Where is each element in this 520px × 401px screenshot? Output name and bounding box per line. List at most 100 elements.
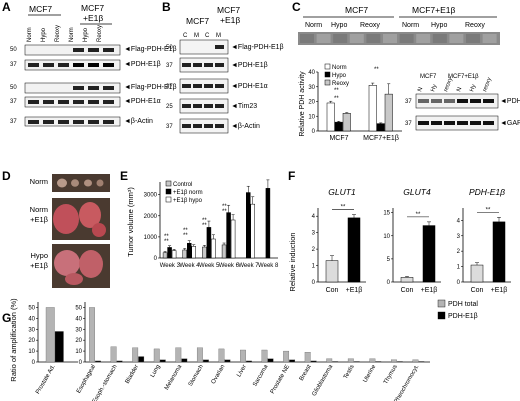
a-lane-label: Reoxy	[55, 25, 61, 42]
panel-a-western-blot: MCF7 MCF7 +E1β Norm Hypo Reoxy Norm Hypo Reox…	[10, 3, 177, 127]
sig-marker: **	[202, 218, 207, 224]
x-tick-label: Prostate Ad.	[35, 364, 57, 396]
g-ylabel: Ratio of amplification (%)	[9, 298, 18, 382]
c-blot-lane-label: Hy	[469, 84, 477, 93]
c-condition-label: Hypo	[431, 22, 447, 29]
c-blot-band	[483, 99, 494, 103]
d-row-label: Norm	[30, 177, 48, 186]
a-row-label: ◄Flag-PDH-E1β	[124, 46, 177, 53]
bar	[182, 249, 187, 259]
y-tick-label: 4	[312, 214, 316, 220]
c-blot-row-label: ◄GAPDH	[500, 120, 520, 127]
e-ylabel: Tumor volume (mm³)	[126, 187, 135, 257]
x-tick-label: Uterine	[362, 363, 377, 383]
d-row-label: Hypo	[30, 251, 48, 260]
bar	[418, 361, 425, 363]
a-band	[88, 63, 99, 67]
a-band	[28, 63, 39, 67]
b-header-mcf7-e1b-line2: +E1β	[220, 15, 240, 25]
bar	[110, 346, 117, 363]
c-strip-segment	[316, 34, 331, 43]
a-band	[103, 48, 114, 52]
legend-label: +E1β norm	[173, 190, 203, 196]
x-tick-label: Week 7	[238, 263, 259, 269]
c-blot-band	[470, 99, 481, 103]
b-band	[193, 63, 202, 67]
a-band	[43, 100, 54, 104]
y-tick-label: 1	[312, 264, 316, 270]
f-gene-title: GLUT4	[403, 187, 431, 197]
sig-marker: **	[334, 96, 339, 102]
c-blot-lane-label: Hy	[430, 84, 438, 93]
legend-swatch	[324, 79, 331, 86]
bar	[397, 361, 403, 363]
f-gene-title: GLUT1	[328, 187, 356, 197]
a-lane-label: Hypo	[83, 27, 89, 42]
bar	[202, 246, 207, 259]
bar	[138, 356, 145, 363]
a-band	[43, 120, 54, 124]
bar	[261, 349, 268, 363]
x-tick-label: Testis	[343, 364, 356, 380]
panel-label-c: C	[292, 0, 301, 14]
a-band	[58, 120, 69, 124]
y-tick-label: 30	[75, 327, 82, 333]
d-row-label: +E1β	[30, 215, 49, 224]
y-tick-label: 0	[312, 129, 316, 135]
bar	[221, 244, 227, 259]
b-mw-marker: 37	[166, 63, 173, 69]
c-blot-band	[431, 99, 442, 103]
bar	[470, 264, 484, 283]
a-lane-label: Norm	[69, 27, 75, 42]
y-tick-label: 0	[387, 280, 391, 286]
bar	[265, 188, 271, 259]
bar	[283, 350, 290, 363]
bar	[267, 358, 274, 363]
bar	[187, 242, 192, 259]
a-band	[88, 100, 99, 104]
legend-label: PDH-E1β	[448, 313, 478, 320]
y-tick-label: 3	[312, 231, 316, 237]
a-lane-label: Norm	[27, 27, 33, 42]
c-blot-band	[483, 121, 494, 125]
y-tick-label: 4	[457, 218, 461, 224]
b-band	[204, 63, 213, 67]
c-condition-label: Reoxy	[360, 22, 380, 29]
d-row-label: +E1β	[30, 261, 49, 270]
legend-swatch	[165, 180, 172, 187]
sig-marker: **	[486, 207, 491, 213]
bar	[230, 219, 236, 259]
f-ylabel: Relative induction	[288, 232, 297, 291]
x-tick-label: Liver	[236, 364, 248, 378]
bar	[246, 360, 252, 363]
x-tick-label: Week 6	[219, 263, 240, 269]
y-tick-label: 10	[75, 349, 82, 355]
a-band	[73, 120, 84, 124]
c-blot-band	[444, 99, 455, 103]
sig-marker: **	[416, 212, 421, 218]
legend-label: +E1β hypo	[173, 198, 203, 204]
c-strip-segment	[399, 34, 414, 43]
c-ylabel: Relative PDH activity	[299, 71, 306, 137]
y-tick-label: 10	[383, 234, 390, 240]
c-strip-segment	[383, 34, 397, 43]
bar	[226, 212, 231, 259]
bar	[196, 347, 203, 363]
bar	[332, 361, 339, 363]
b-band	[182, 124, 191, 128]
bar	[218, 348, 225, 363]
c-condition-label: Norm	[402, 22, 419, 29]
a-row-label: ◄PDH-E1α	[124, 98, 161, 105]
x-tick-label: +E1β	[491, 287, 508, 294]
b-band	[204, 84, 213, 88]
c-condition-label: Norm	[305, 22, 322, 29]
bar	[353, 361, 360, 363]
x-tick-label: Pheochromocyt.	[394, 364, 421, 401]
c-strip-segment	[416, 34, 431, 43]
b-row-label: ◄Tim23	[231, 103, 257, 110]
a-mw-marker: 50	[10, 85, 17, 91]
x-tick-label: Esoph.-stomach	[92, 364, 119, 401]
sig-marker: **	[164, 234, 169, 240]
